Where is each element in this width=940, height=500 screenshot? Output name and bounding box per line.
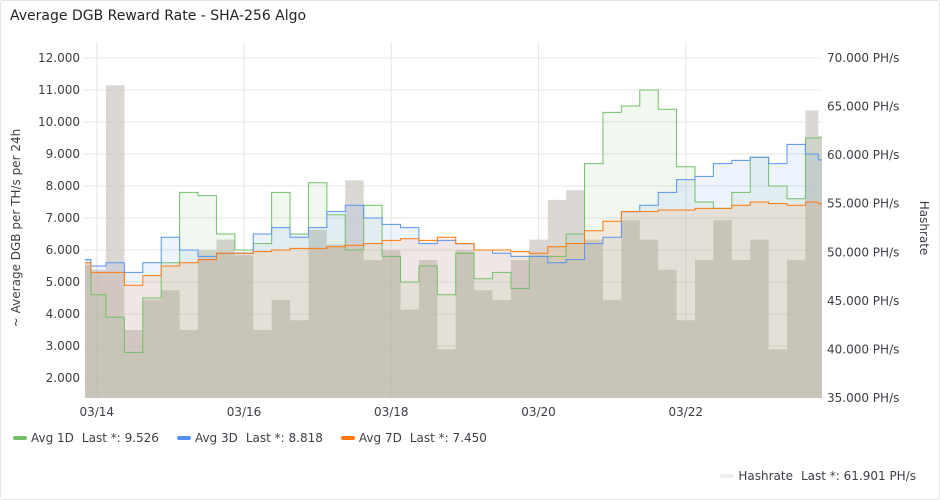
area-avg-3d	[85, 144, 822, 398]
legend-item-hashrate[interactable]: Hashrate Last *: 61.901 PH/s	[720, 469, 916, 483]
y2-tick-label: 40.000 PH/s	[827, 342, 899, 356]
y-tick-label: 5.000	[46, 275, 80, 289]
x-tick-label: 03/20	[521, 405, 556, 419]
legend-label: Hashrate	[738, 469, 793, 483]
legend-swatch	[720, 474, 735, 478]
y-tick-label: 2.000	[46, 371, 80, 385]
y-tick-label: 7.000	[46, 211, 80, 225]
legend-swatch	[176, 436, 191, 440]
y-axis-title: ~ Average DGB per TH/s per 24h	[9, 129, 23, 327]
axis-ticks: 2.000 3.000 4.000 5.000 6.000 7.000 8.000 9.000…	[38, 51, 899, 419]
legend-last: Last *: 8.818	[245, 431, 323, 445]
legend-label: Avg 7D	[358, 431, 402, 445]
legend-main: Avg 1D Last *: 9.526 Avg 3D Last *: 8.81…	[13, 431, 501, 445]
x-tick-label: 03/22	[668, 405, 703, 419]
legend-last: Last *: 7.450	[409, 431, 487, 445]
y-tick-label: 11.000	[38, 83, 80, 97]
y-tick-label: 4.000	[46, 307, 80, 321]
legend-swatch	[340, 436, 355, 440]
y2-tick-label: 50.000 PH/s	[827, 245, 899, 259]
x-tick-label: 03/18	[374, 405, 409, 419]
legend-hashrate: Hashrate Last *: 61.901 PH/s	[720, 469, 916, 483]
series-lines	[85, 89, 822, 353]
x-tick-label: 03/14	[79, 405, 114, 419]
legend-last: Last *: 9.526	[81, 431, 159, 445]
panel-title: Average DGB Reward Rate - SHA-256 Algo	[10, 8, 307, 24]
y-tick-label: 9.000	[46, 147, 80, 161]
line-avg-7d	[85, 201, 822, 286]
legend-swatch	[13, 436, 27, 440]
y2-tick-label: 35.000 PH/s	[827, 391, 899, 405]
legend-label: Avg 1D	[31, 431, 74, 445]
area-avg-1d	[85, 90, 822, 398]
y-tick-label: 8.000	[46, 179, 80, 193]
line-avg-1d	[85, 89, 822, 353]
x-tick-label: 03/16	[227, 405, 262, 419]
y2-tick-label: 70.000 PH/s	[827, 51, 899, 65]
legend-item-avg-3d[interactable]: Avg 3D Last *: 8.818	[176, 431, 323, 445]
legend-item-avg-1d[interactable]: Avg 1D Last *: 9.526	[13, 431, 159, 445]
y-tick-label: 10.000	[38, 115, 80, 129]
legend-label: Avg 3D	[194, 431, 238, 445]
y2-tick-label: 45.000 PH/s	[827, 294, 899, 308]
y2-tick-label: 60.000 PH/s	[827, 148, 899, 162]
y2-tick-label: 55.000 PH/s	[827, 197, 899, 211]
y2-axis-title: Hashrate	[917, 201, 931, 256]
y-tick-label: 6.000	[46, 243, 80, 257]
y-tick-label: 3.000	[46, 339, 80, 353]
y-tick-label: 12.000	[38, 51, 80, 65]
area-avg-7d	[85, 202, 822, 398]
legend-item-avg-7d[interactable]: Avg 7D Last *: 7.450	[340, 431, 487, 445]
legend-last: Last *: 61.901 PH/s	[800, 469, 916, 483]
series-areas	[85, 85, 822, 399]
area-hashrate	[85, 85, 822, 399]
y2-tick-label: 65.000 PH/s	[827, 100, 899, 114]
